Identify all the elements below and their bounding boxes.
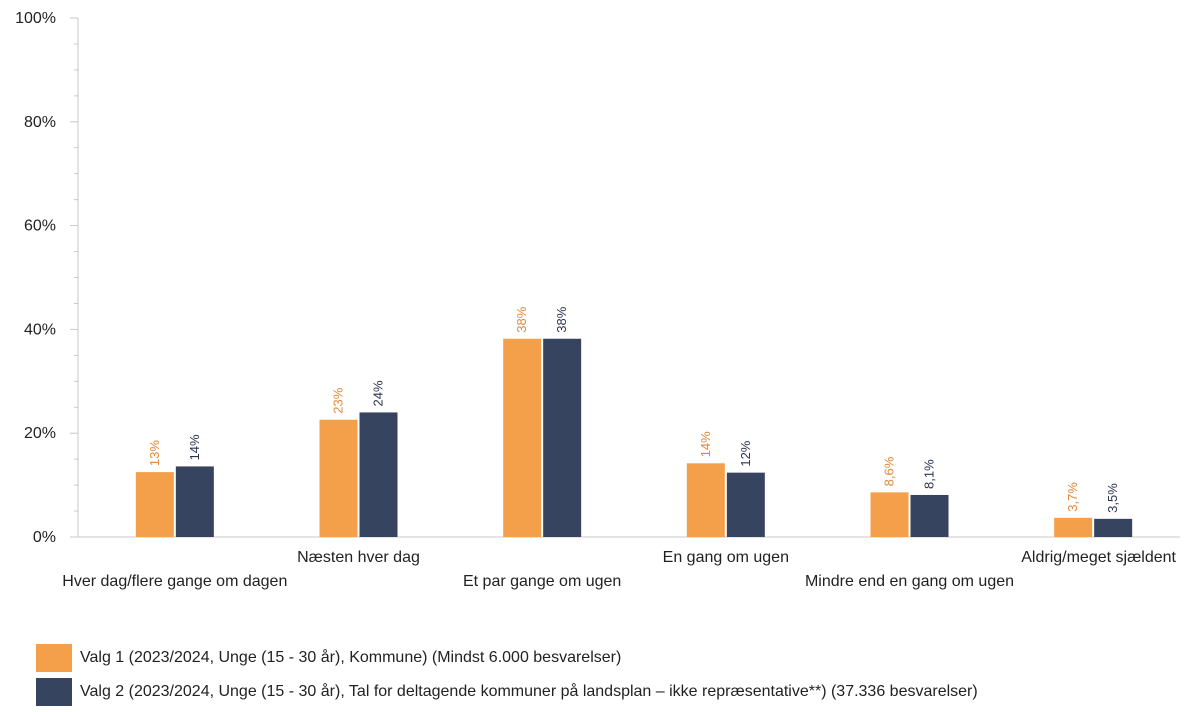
- bar-series-2-2: [359, 412, 398, 537]
- category-label-5: Mindre end en gang om ugen: [805, 573, 1014, 590]
- category-label-3: Et par gange om ugen: [463, 573, 621, 590]
- data-label-series-1-4: 14%: [698, 431, 713, 457]
- y-tick-label: 0%: [33, 529, 56, 546]
- category-label-2: Næsten hver dag: [297, 549, 420, 566]
- bar-series-2-6: [1094, 518, 1133, 537]
- data-label-series-2-6: 3,5%: [1105, 483, 1120, 513]
- data-label-series-1-1: 13%: [147, 440, 162, 466]
- data-label-series-1-3: 38%: [514, 306, 529, 332]
- bar-chart: 0% 20% 40% 60% 80% 100% 13% 14% 23% 24% 38% 38% 14%…: [15, 10, 1180, 590]
- data-label-series-2-5: 8,1%: [922, 459, 937, 489]
- category-label-4: En gang om ugen: [663, 549, 789, 566]
- data-label-series-1-2: 23%: [331, 387, 346, 413]
- y-tick-label: 80%: [24, 114, 56, 131]
- legend-label-series-2: Valg 2 (2023/2024, Unge (15 - 30 år), Ta…: [80, 683, 978, 700]
- bar-series-1-3: [503, 338, 542, 537]
- category-labels: Hver dag/flere gange om dagen Næsten hver…: [62, 549, 1176, 590]
- bar-series-2-1: [175, 466, 214, 537]
- bar-series-1-1: [135, 472, 174, 537]
- category-label-1: Hver dag/flere gange om dagen: [62, 573, 287, 590]
- bar-series-2-3: [543, 338, 582, 537]
- legend-swatch-series-2: [36, 678, 72, 706]
- legend-swatch-series-1: [36, 644, 72, 672]
- data-label-series-1-6: 3,7%: [1065, 482, 1080, 512]
- legend: Valg 1 (2023/2024, Unge (15 - 30 år), Ko…: [36, 644, 978, 712]
- data-label-series-2-4: 12%: [738, 440, 753, 466]
- y-tick-label: 100%: [15, 10, 56, 27]
- legend-label-series-1: Valg 1 (2023/2024, Unge (15 - 30 år), Ko…: [80, 649, 622, 666]
- bar-series-1-4: [686, 463, 725, 537]
- y-tick-label: 60%: [24, 218, 56, 235]
- data-labels: 13% 14% 23% 24% 38% 38% 14% 12% 8,6% 8,1% 3,7% 3,5%: [147, 306, 1120, 513]
- data-label-series-1-5: 8,6%: [882, 456, 897, 486]
- bar-series-1-6: [1054, 517, 1093, 537]
- y-tick-label: 20%: [24, 425, 56, 442]
- data-label-series-2-1: 14%: [187, 434, 202, 460]
- legend-item-series-2: Valg 2 (2023/2024, Unge (15 - 30 år), Ta…: [36, 678, 978, 706]
- bar-series-1-5: [870, 492, 909, 537]
- legend-item-series-1: Valg 1 (2023/2024, Unge (15 - 30 år), Ko…: [36, 644, 978, 672]
- y-tick-label: 40%: [24, 321, 56, 338]
- data-label-series-2-2: 24%: [371, 380, 386, 406]
- bars: [135, 338, 1133, 537]
- bar-series-1-2: [319, 419, 358, 537]
- bar-series-2-5: [910, 494, 949, 537]
- data-label-series-2-3: 38%: [554, 306, 569, 332]
- bar-series-2-4: [726, 472, 765, 537]
- category-label-6: Aldrig/meget sjældent: [1021, 549, 1176, 566]
- y-axis: 0% 20% 40% 60% 80% 100%: [15, 10, 79, 546]
